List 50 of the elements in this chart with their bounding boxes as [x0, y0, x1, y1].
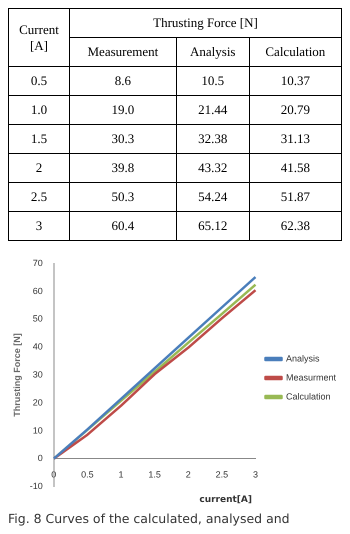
text: 3: [8, 212, 70, 240]
text: 43.32: [176, 154, 250, 182]
text: 50.3: [70, 182, 176, 212]
text: 19.0: [70, 96, 176, 124]
text: 2.5: [8, 182, 70, 212]
text: Thrusting Force [N]: [70, 8, 342, 38]
text: 2: [8, 154, 70, 182]
text: Analysis: [176, 38, 250, 66]
text: 10.5: [176, 66, 250, 96]
y-tick-label: -10: [30, 481, 43, 492]
text: Calculation: [249, 38, 342, 66]
text: 30.3: [70, 124, 176, 154]
y-tick-label: 30: [32, 369, 43, 380]
y-tick-label: 20: [32, 397, 43, 408]
x-tick-label: 0.5: [81, 470, 94, 480]
x-tick-label: 1: [118, 470, 124, 480]
caption: Fig. 8 Curves of the calculated, analysed and: [8, 511, 291, 526]
text: Measurement: [70, 38, 176, 66]
text: 65.12: [176, 212, 250, 240]
text: 39.8: [70, 154, 176, 182]
x-tick-label: 2.5: [216, 470, 228, 480]
text: 1.0: [8, 96, 70, 124]
x-tick-label: 1.5: [148, 470, 161, 480]
text: 8.6: [70, 66, 176, 96]
text: 60.4: [70, 212, 176, 240]
legend-label: Calculation: [286, 391, 331, 402]
legend-label: Measurment: [286, 372, 337, 382]
legend-label: Analysis: [286, 353, 320, 364]
text: Current [A]: [8, 8, 70, 66]
text: 54.24: [176, 182, 250, 212]
text: 31.13: [249, 124, 342, 154]
y-tick-label: 40: [32, 342, 43, 352]
y-tick-label: 70: [32, 258, 43, 268]
y-axis-title: Thrusting Force [N]: [12, 333, 22, 417]
y-tick-label: 50: [32, 314, 43, 324]
text: 10.37: [249, 66, 342, 96]
text: 0.5: [8, 66, 70, 96]
text: 1.5: [8, 124, 70, 154]
x-tick-label: 2: [186, 470, 191, 480]
y-tick-label: 0: [38, 453, 43, 464]
x-axis-title: current[A]: [198, 495, 253, 505]
text: 32.38: [176, 124, 250, 154]
text: 62.38: [249, 212, 342, 240]
text: 51.87: [249, 182, 342, 212]
text: 41.58: [249, 154, 342, 182]
y-tick-label: 10: [32, 425, 43, 436]
x-tick-label: 3: [252, 470, 258, 480]
text: 20.79: [249, 96, 342, 124]
text: 21.44: [176, 96, 250, 124]
y-tick-label: 60: [32, 286, 43, 296]
